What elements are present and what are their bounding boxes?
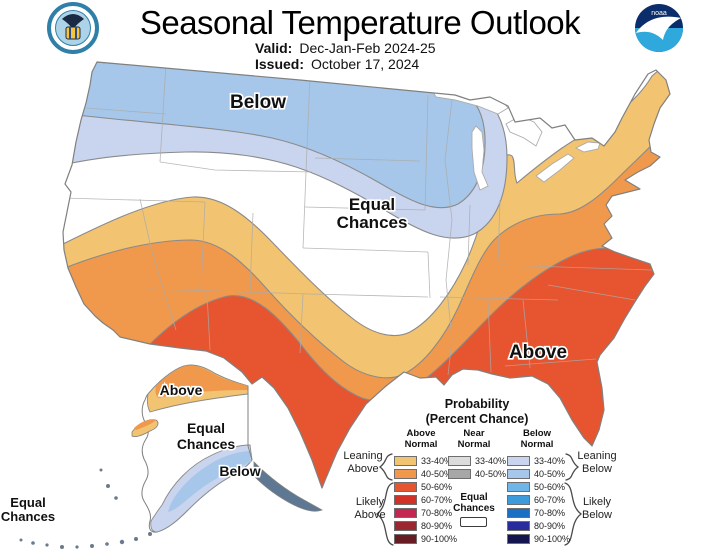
- legend-range-near-40-50%: 40-50%: [475, 469, 507, 479]
- legend-col-above-normal: Above Normal: [404, 428, 438, 450]
- legend-swatch-above-60-70%: [394, 495, 417, 505]
- legend-range-above-80-90%: 80-90%: [421, 521, 453, 531]
- label-alaska-below: Below: [219, 463, 260, 479]
- legend-range-above-90-100%: 90-100%: [421, 534, 458, 544]
- legend-swatch-below-50-60%: [507, 482, 530, 492]
- nws-logo: [47, 2, 99, 54]
- brace-leaning-above: [378, 453, 393, 481]
- legend-likely-above: Likely Above: [354, 496, 386, 521]
- legend-swatch-below-40-50%: [507, 469, 530, 479]
- page-title: Seasonal Temperature Outlook: [139, 4, 581, 41]
- legend-swatch-near-40-50%: [448, 469, 471, 479]
- legend-swatch-below-33-40%: [507, 456, 530, 466]
- legend-braces: [375, 453, 583, 546]
- legend-swatch-above-90-100%: [394, 534, 417, 544]
- legend-swatch-below-80-90%: [507, 521, 530, 531]
- eagle-icon: [62, 14, 84, 29]
- legend-range-near-33-40%: 33-40%: [475, 456, 507, 466]
- label-conus-above: Above: [509, 342, 567, 363]
- label-conus-equal-2: Chances: [337, 213, 408, 232]
- legend-range-below-90-100%: 90-100%: [534, 534, 571, 544]
- valid-label: Valid:: [255, 40, 293, 56]
- legend-swatch-below-60-70%: [507, 495, 530, 505]
- legend-title: Probability: [444, 397, 510, 411]
- valid-value: Dec-Jan-Feb 2024-25: [299, 40, 436, 56]
- brace-likely-above: [375, 482, 394, 546]
- legend-range-below-60-70%: 60-70%: [534, 495, 566, 505]
- valid-line: Valid: Dec-Jan-Feb 2024-25: [255, 40, 436, 56]
- legend-range-above-33-40%: 33-40%: [421, 456, 453, 466]
- legend-equal-chances-label: Equal Chances: [453, 492, 495, 514]
- alaska-inset: [19, 364, 323, 549]
- issued-label: Issued:: [255, 56, 305, 72]
- issued-line: Issued: October 17, 2024: [255, 56, 419, 72]
- label-aleutian-equal-1: Equal: [10, 495, 45, 510]
- legend-leaning-above: Leaning Above: [343, 450, 383, 475]
- legend-swatch-near-33-40%: [448, 456, 471, 466]
- legend-range-above-60-70%: 60-70%: [421, 495, 453, 505]
- noaa-bird-icon: [636, 16, 681, 40]
- alaska-east-border: [247, 386, 253, 461]
- legend-likely-below: Likely Below: [582, 496, 612, 521]
- lake-erie: [535, 153, 575, 183]
- label-alaska-equal-1: Equal: [187, 420, 225, 436]
- label-conus-equal-1: Equal: [349, 195, 395, 214]
- legend-swatch-above-33-40%: [394, 456, 417, 466]
- legend-subtitle: (Percent Chance): [425, 412, 529, 426]
- noaa-logo: noaa: [635, 4, 683, 52]
- legend-range-below-70-80%: 70-80%: [534, 508, 566, 518]
- label-alaska-above: Above: [160, 382, 203, 398]
- brace-leaning-below: [565, 453, 580, 481]
- legend-equal-chances-swatch: [460, 517, 487, 527]
- alaska-above-40-50: [155, 365, 248, 398]
- aleutian-islands: [19, 468, 152, 549]
- legend-col-below-normal: Below Normal: [520, 428, 554, 450]
- legend-range-below-50-60%: 50-60%: [534, 482, 566, 492]
- lake-michigan: [471, 125, 489, 191]
- legend-swatch-above-70-80%: [394, 508, 417, 518]
- legend-swatch-above-80-90%: [394, 521, 417, 531]
- lake-ontario: [574, 141, 601, 153]
- label-conus-below: Below: [230, 92, 286, 113]
- alaska-panhandle: [253, 461, 323, 512]
- legend-col-near-normal: Near Normal: [457, 428, 491, 450]
- seward-above-dark: [134, 419, 156, 430]
- label-alaska-equal-2: Chances: [177, 436, 236, 452]
- legend-range-below-40-50%: 40-50%: [534, 469, 566, 479]
- legend-leaning-below: Leaning Below: [577, 450, 617, 475]
- legend-range-above-40-50%: 40-50%: [421, 469, 453, 479]
- legend-range-above-70-80%: 70-80%: [421, 508, 453, 518]
- legend-range-below-33-40%: 33-40%: [534, 456, 566, 466]
- alaska-below-40-50: [168, 451, 251, 512]
- noaa-logo-text: noaa: [651, 10, 667, 17]
- legend-swatch-below-90-100%: [507, 534, 530, 544]
- legend-swatch-below-70-80%: [507, 508, 530, 518]
- label-aleutian-equal-2: Chances: [1, 509, 55, 524]
- legend-swatch-above-50-60%: [394, 482, 417, 492]
- legend-range-below-80-90%: 80-90%: [534, 521, 566, 531]
- legend-range-above-50-60%: 50-60%: [421, 482, 453, 492]
- issued-value: October 17, 2024: [311, 56, 420, 72]
- brace-likely-below: [564, 482, 583, 546]
- region-below-40-50: [63, 62, 486, 209]
- legend-swatch-above-40-50%: [394, 469, 417, 479]
- state-borders: [63, 63, 653, 376]
